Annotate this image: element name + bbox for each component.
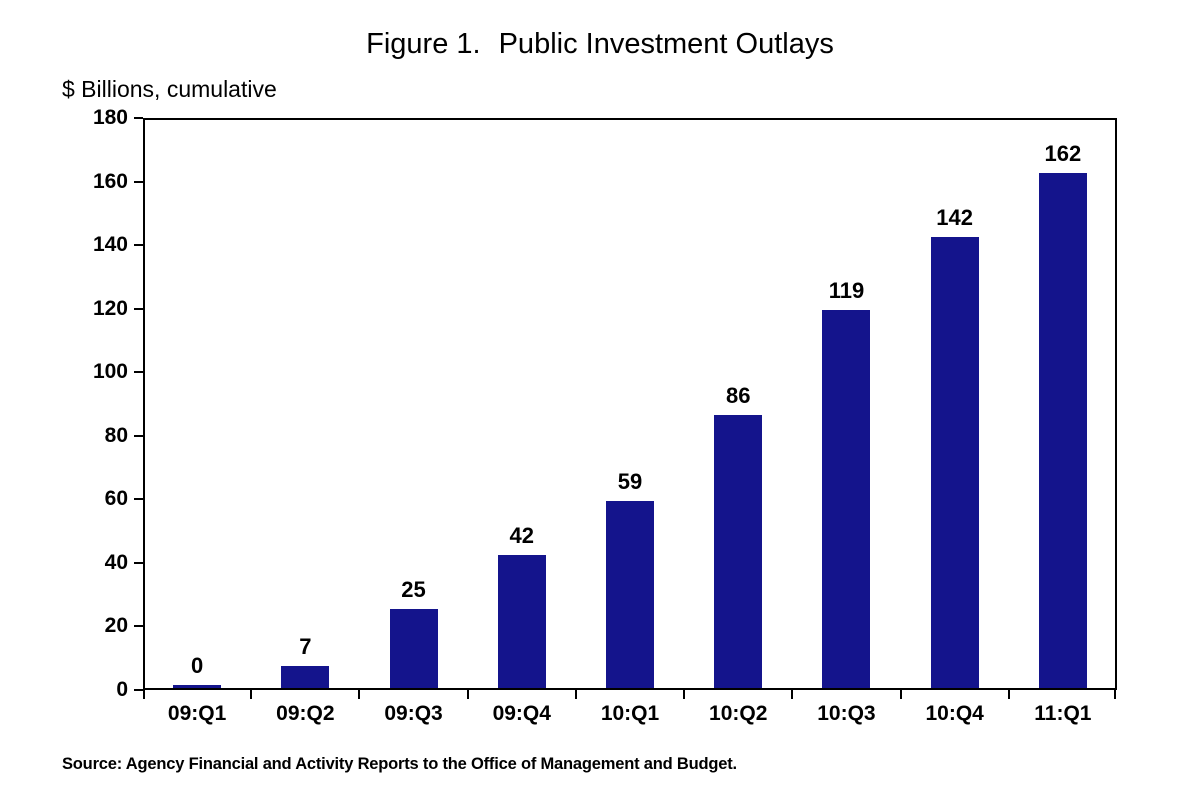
source-note: Source: Agency Financial and Activity Re…: [62, 755, 737, 773]
x-axis-tick: [791, 690, 794, 699]
y-axis-tick: [134, 434, 143, 437]
bar: [606, 500, 654, 688]
y-tick-label: 180: [92, 106, 128, 129]
bar-value-label: 59: [617, 468, 643, 494]
y-axis-tick: [134, 180, 143, 183]
bar-value-label: 42: [509, 522, 534, 548]
y-tick-label: 60: [104, 487, 128, 511]
y-axis-tick: [134, 307, 143, 310]
bar: [173, 685, 222, 688]
y-axis-tick: [134, 117, 143, 119]
x-axis-tick: [250, 690, 253, 699]
chart-title: Figure 1. Public Investment Outlays: [0, 28, 1200, 61]
x-tick-label: 10:Q1: [600, 702, 660, 725]
y-tick-label: 0: [116, 678, 128, 701]
y-tick-label: 120: [92, 296, 128, 320]
x-axis-tick: [1007, 690, 1010, 699]
x-axis-tick: [143, 690, 145, 699]
bar: [930, 236, 979, 688]
bar-value-label: 7: [299, 633, 312, 659]
x-tick-label: 11:Q1: [1034, 702, 1092, 725]
bar: [714, 414, 763, 688]
y-axis-tick: [134, 371, 143, 374]
x-axis-tick: [466, 690, 469, 699]
x-axis-tick: [683, 690, 686, 699]
y-axis-tick: [134, 561, 143, 564]
bar: [389, 608, 438, 688]
x-axis-tick: [899, 690, 902, 699]
bar-value-label: 162: [1044, 141, 1082, 167]
x-axis-tick: [358, 690, 361, 699]
y-axis-unit-label: $ Billions, cumulative: [62, 76, 277, 102]
bar-value-label: 0: [190, 653, 204, 678]
bar: [281, 665, 330, 688]
x-tick-label: 10:Q4: [925, 702, 984, 725]
y-axis-tick: [134, 625, 143, 628]
y-tick-label: 80: [104, 423, 128, 447]
y-tick-label: 160: [92, 169, 128, 193]
y-tick-label: 100: [92, 360, 128, 384]
figure-name-label: Public Investment Outlays: [498, 28, 834, 60]
bar: [497, 554, 546, 688]
x-axis-tick: [1114, 690, 1116, 699]
x-tick-label: 09:Q2: [276, 702, 335, 725]
y-tick-label: 20: [104, 614, 128, 638]
x-tick-label: 09:Q3: [384, 702, 443, 725]
x-tick-label: 10:Q3: [817, 702, 876, 725]
bar-value-label: 119: [828, 277, 865, 303]
y-axis-tick: [134, 498, 143, 501]
figure-number-label: Figure 1.: [366, 28, 481, 60]
y-tick-label: 40: [104, 550, 128, 574]
x-axis-tick: [574, 690, 577, 699]
y-tick-label: 140: [92, 233, 128, 257]
x-tick-label: 10:Q2: [709, 702, 768, 725]
y-axis-tick: [134, 689, 143, 691]
bar-value-label: 25: [401, 576, 426, 602]
y-axis-tick: [134, 244, 143, 247]
bar: [822, 309, 871, 688]
bar-value-label: 86: [725, 382, 751, 408]
bar: [1038, 173, 1087, 688]
x-tick-label: 09:Q1: [167, 702, 227, 725]
x-tick-label: 09:Q4: [492, 702, 551, 725]
bar-value-label: 142: [936, 204, 974, 230]
